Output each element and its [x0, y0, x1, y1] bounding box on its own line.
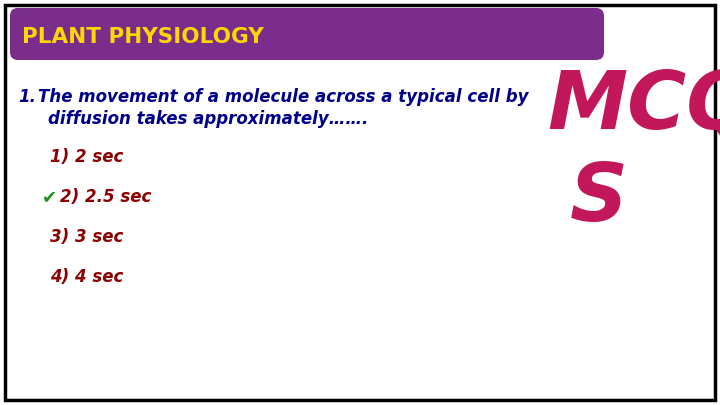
- Text: 1.: 1.: [18, 88, 36, 106]
- Text: ✔: ✔: [42, 188, 57, 206]
- Text: S: S: [570, 160, 628, 238]
- Text: 2) 2.5 sec: 2) 2.5 sec: [60, 188, 151, 206]
- Text: diffusion takes approximately…….: diffusion takes approximately…….: [48, 110, 369, 128]
- Text: The movement of a molecule across a typical cell by: The movement of a molecule across a typi…: [38, 88, 528, 106]
- Text: MCQ: MCQ: [547, 68, 720, 146]
- Text: 3) 3 sec: 3) 3 sec: [50, 228, 123, 246]
- Text: PLANT PHYSIOLOGY: PLANT PHYSIOLOGY: [22, 27, 264, 47]
- Text: 4) 4 sec: 4) 4 sec: [50, 268, 123, 286]
- Text: 1) 2 sec: 1) 2 sec: [50, 148, 123, 166]
- FancyBboxPatch shape: [10, 8, 604, 60]
